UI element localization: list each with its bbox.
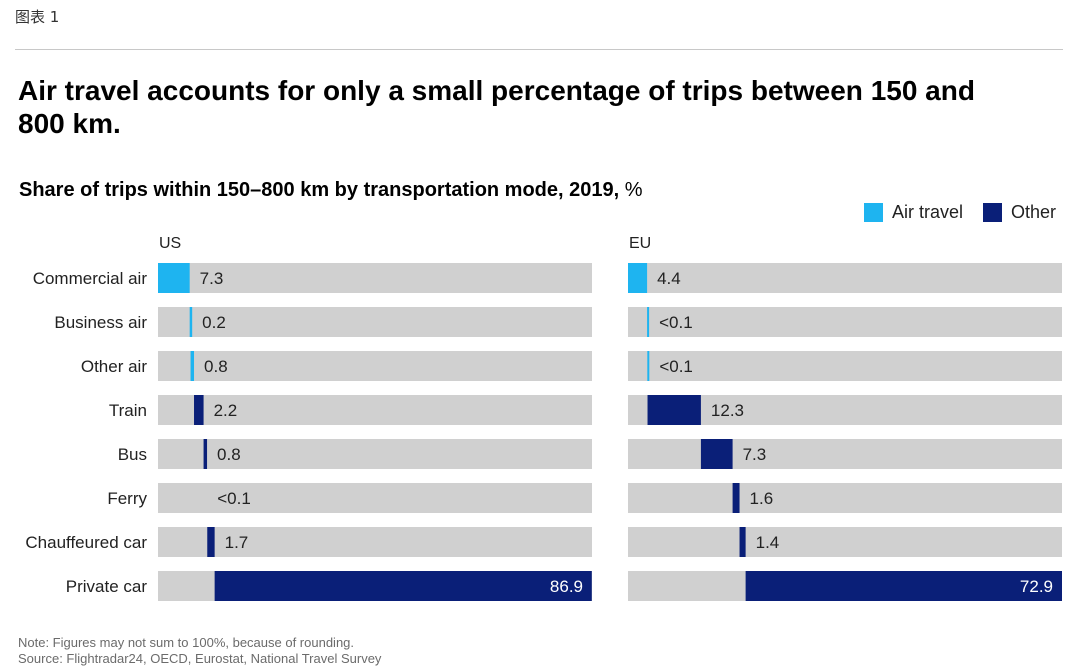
data-label-us-train: 2.2 (214, 401, 238, 420)
bar-track-eu-commercial-air (628, 263, 1062, 293)
legend-item-air-travel: Air travel (863, 202, 963, 223)
bar-eu-train (647, 395, 701, 425)
data-label-us-commercial-air: 7.3 (200, 269, 224, 288)
subtitle-text: Share of trips within 150–800 km by tran… (19, 179, 620, 201)
bar-us-other-air (190, 351, 195, 381)
legend-label-air-travel: Air travel (891, 202, 963, 222)
bar-track-us-commercial-air (158, 263, 592, 293)
data-label-us-ferry: <0.1 (217, 489, 251, 508)
bar-us-bus (203, 439, 208, 469)
category-label-other-air: Other air (81, 357, 147, 376)
data-label-eu-bus: 7.3 (743, 445, 767, 464)
bar-track-eu-ferry (628, 483, 1062, 513)
bar-eu-ferry (732, 483, 740, 513)
bar-track-us-train (158, 395, 592, 425)
category-label-chauffeured-car: Chauffeured car (25, 533, 147, 552)
bar-track-us-business-air (158, 307, 592, 337)
bar-track-us-ferry (158, 483, 592, 513)
bar-track-us-bus (158, 439, 592, 469)
bar-us-train (194, 395, 204, 425)
panel-title-us: US (159, 235, 181, 252)
bar-us-commercial-air (158, 263, 190, 293)
panel-title-eu: EU (629, 235, 651, 252)
data-label-eu-other-air: <0.1 (659, 357, 693, 376)
legend-item-other: Other (982, 202, 1056, 223)
bar-track-eu-chauffeured-car (628, 527, 1062, 557)
bar-eu-business-air (647, 307, 650, 337)
data-label-us-bus: 0.8 (217, 445, 241, 464)
note-text: Note: Figures may not sum to 100%, becau… (18, 635, 355, 650)
category-label-private-car: Private car (66, 577, 148, 596)
bar-track-eu-other-air (628, 351, 1062, 381)
chart-notes: Note: Figures may not sum to 100%, becau… (18, 635, 381, 667)
data-label-eu-commercial-air: 4.4 (657, 269, 681, 288)
bar-track-eu-bus (628, 439, 1062, 469)
bar-eu-private-car (745, 571, 1062, 601)
data-label-us-private-car: 86.9 (550, 577, 583, 596)
bar-us-business-air (189, 307, 193, 337)
category-label-ferry: Ferry (107, 489, 147, 508)
bar-eu-other-air (647, 351, 650, 381)
data-label-eu-business-air: <0.1 (659, 313, 693, 332)
bar-eu-bus (700, 439, 733, 469)
data-label-us-chauffeured-car: 1.7 (225, 533, 249, 552)
bar-eu-chauffeured-car (739, 527, 746, 557)
bar-eu-commercial-air (628, 263, 648, 293)
bar-us-private-car (214, 571, 592, 601)
category-label-bus: Bus (118, 445, 147, 464)
category-label-business-air: Business air (54, 313, 147, 332)
data-label-eu-private-car: 72.9 (1020, 577, 1053, 596)
figure-label: 图表 1 (15, 8, 60, 26)
category-label-train: Train (109, 401, 147, 420)
bar-track-us-chauffeured-car (158, 527, 592, 557)
bar-track-eu-business-air (628, 307, 1062, 337)
chart-legend: Air travel Other (844, 202, 1056, 223)
chart-title: Air travel accounts for only a small per… (18, 75, 975, 139)
legend-label-other: Other (1010, 202, 1056, 222)
data-label-us-other-air: 0.8 (204, 357, 228, 376)
data-label-eu-train: 12.3 (711, 401, 744, 420)
legend-swatch-other (982, 203, 1002, 222)
chart-subtitle: Share of trips within 150–800 km by tran… (19, 179, 643, 202)
data-label-eu-chauffeured-car: 1.4 (756, 533, 780, 552)
subtitle-unit: % (624, 179, 643, 201)
bar-track-us-other-air (158, 351, 592, 381)
legend-swatch-air-travel (863, 203, 883, 222)
category-label-commercial-air: Commercial air (33, 269, 148, 288)
data-label-eu-ferry: 1.6 (750, 489, 774, 508)
header-divider (15, 49, 1063, 50)
data-label-us-business-air: 0.2 (202, 313, 226, 332)
source-text: Source: Flightradar24, OECD, Eurostat, N… (18, 651, 382, 666)
bar-us-chauffeured-car (207, 527, 215, 557)
